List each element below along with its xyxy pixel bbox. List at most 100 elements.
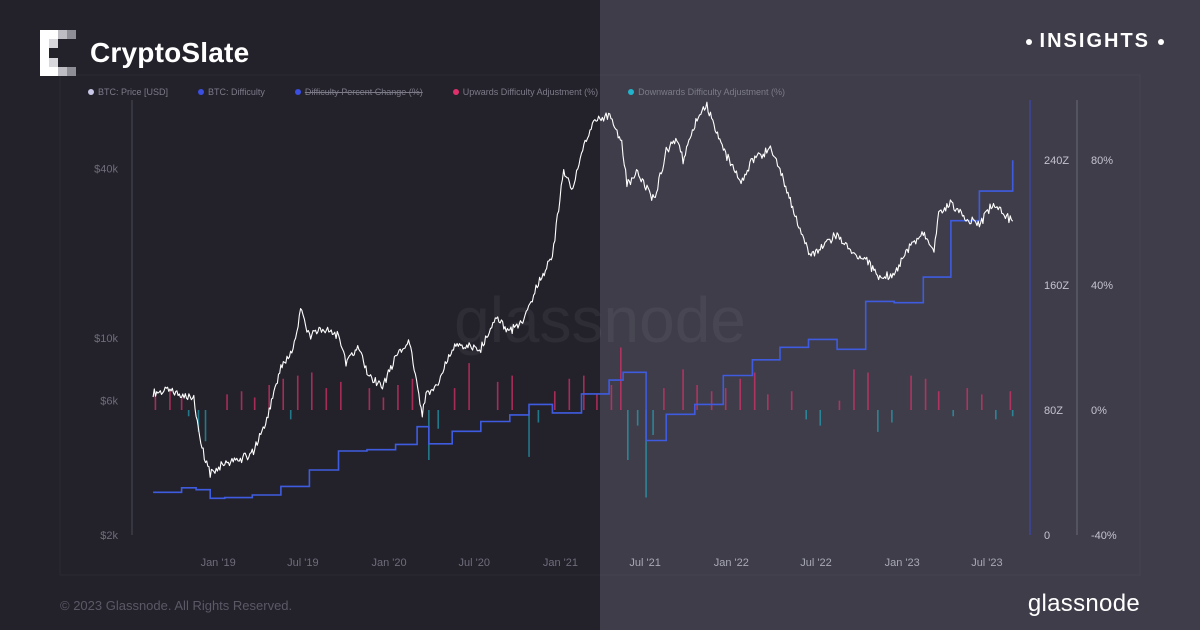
upward-adjustment-bar bbox=[180, 397, 183, 410]
difficulty-axis-tick-label: 160Z bbox=[1044, 280, 1069, 292]
downward-adjustment-bar bbox=[805, 410, 808, 420]
downward-adjustment-bar bbox=[952, 410, 955, 417]
upward-adjustment-bar bbox=[1009, 391, 1012, 410]
upward-adjustment-bar bbox=[340, 381, 342, 410]
upward-adjustment-bar bbox=[853, 369, 855, 410]
upward-adjustment-bar bbox=[910, 375, 912, 410]
x-axis-tick-label: Jan '23 bbox=[885, 557, 920, 569]
price-axis-tick-label: $10k bbox=[94, 333, 118, 345]
price-axis-tick-label: $40k bbox=[94, 163, 118, 175]
downward-adjustment-bar bbox=[627, 410, 629, 460]
upward-adjustment-bar bbox=[596, 394, 598, 410]
downward-adjustment-bar bbox=[528, 410, 530, 457]
upward-adjustment-bar bbox=[619, 347, 622, 410]
insights-badge: INSIGHTS bbox=[1018, 30, 1172, 53]
x-axis-tick-label: Jul '19 bbox=[287, 557, 318, 569]
legend-dot-icon bbox=[452, 89, 459, 95]
legend-item[interactable]: Upwards Difficulty Adjustment (%) bbox=[452, 87, 599, 97]
background-left-panel bbox=[0, 0, 600, 630]
upward-adjustment-bar bbox=[496, 381, 499, 410]
difficulty-axis-tick-label: 0 bbox=[1044, 530, 1050, 542]
legend-label: BTC: Difficulty bbox=[208, 87, 265, 97]
downward-adjustment-bar bbox=[204, 410, 207, 442]
difficulty-axis-tick-label: 240Z bbox=[1044, 155, 1069, 167]
upward-adjustment-bar bbox=[924, 378, 927, 410]
downward-adjustment-bar bbox=[437, 410, 440, 429]
upward-adjustment-bar bbox=[610, 385, 613, 410]
downward-adjustment-bar bbox=[289, 410, 292, 420]
chart-legend: BTC: Price [USD] BTC: Difficulty Difficult… bbox=[88, 87, 815, 97]
legend-label: Difficulty Percent Change (%) bbox=[304, 87, 423, 97]
difficulty-line bbox=[153, 160, 1014, 500]
downward-adjustment-bar bbox=[636, 410, 639, 426]
downward-adjustment-bar bbox=[995, 410, 997, 420]
x-axis-tick-label: Jan '19 bbox=[201, 557, 236, 569]
upward-adjustment-bar bbox=[710, 391, 713, 410]
legend-item[interactable]: BTC: Difficulty bbox=[198, 87, 265, 97]
upward-adjustment-bar bbox=[453, 388, 456, 410]
upward-adjustment-bar bbox=[411, 378, 414, 410]
x-axis-tick-label: Jul '20 bbox=[459, 557, 490, 569]
price-axis-tick-label: $2k bbox=[100, 530, 118, 542]
downward-adjustment-bar bbox=[197, 410, 200, 432]
x-axis-tick-label: Jan '20 bbox=[371, 557, 406, 569]
upward-adjustment-bar bbox=[382, 397, 385, 410]
upward-adjustment-bar bbox=[966, 388, 969, 410]
upward-adjustment-bar bbox=[397, 385, 399, 410]
legend-dot-icon bbox=[88, 89, 94, 95]
upward-adjustment-bar bbox=[583, 375, 585, 410]
legend-dot-icon bbox=[628, 89, 635, 95]
percent-axis-tick-label: 80% bbox=[1091, 155, 1113, 167]
upward-adjustment-bar bbox=[724, 388, 727, 410]
upward-adjustment-bar bbox=[568, 378, 571, 410]
legend-item[interactable]: Downwards Difficulty Adjustment (%) bbox=[628, 87, 785, 97]
upward-adjustment-bar bbox=[937, 391, 940, 410]
upward-adjustment-bar bbox=[154, 394, 157, 410]
legend-dot-icon bbox=[198, 89, 205, 95]
background-right-panel bbox=[600, 0, 1200, 630]
upward-adjustment-bar bbox=[980, 394, 983, 410]
price-axis-tick-label: $6k bbox=[100, 396, 118, 408]
legend-item[interactable]: BTC: Price [USD] bbox=[88, 87, 168, 97]
downward-adjustment-bar bbox=[652, 410, 654, 435]
upward-adjustment-bar bbox=[169, 391, 171, 410]
upward-adjustment-bar bbox=[368, 388, 371, 410]
upward-adjustment-bar bbox=[867, 372, 869, 410]
badge-dot-right bbox=[1158, 38, 1164, 45]
difficulty-axis-tick-label: 80Z bbox=[1044, 405, 1063, 417]
upward-adjustment-bar bbox=[226, 394, 228, 410]
legend-label: BTC: Price [USD] bbox=[98, 87, 169, 97]
legend-label: Downwards Difficulty Adjustment (%) bbox=[638, 87, 786, 97]
cryptoslate-logo-icon bbox=[40, 30, 76, 76]
x-axis-tick-label: Jan '21 bbox=[543, 557, 578, 569]
upward-adjustment-bar bbox=[253, 397, 256, 410]
x-axis-tick-label: Jul '22 bbox=[800, 557, 831, 569]
downward-adjustment-bar bbox=[645, 410, 647, 498]
price-line bbox=[152, 101, 1014, 478]
downward-adjustment-bar bbox=[891, 410, 893, 423]
upward-adjustment-bar bbox=[553, 391, 556, 410]
upward-adjustment-bar bbox=[240, 391, 243, 410]
upward-adjustment-bar bbox=[310, 372, 313, 410]
upward-adjustment-bar bbox=[511, 375, 513, 410]
x-axis-tick-label: Jul '23 bbox=[971, 557, 1002, 569]
glassnode-logo: glassnode bbox=[1027, 590, 1140, 617]
downward-adjustment-bar bbox=[819, 410, 822, 426]
upward-adjustment-bar bbox=[767, 394, 769, 410]
downward-adjustment-bar bbox=[877, 410, 879, 432]
badge-dot-left bbox=[1025, 38, 1032, 45]
insights-label: INSIGHTS bbox=[1039, 30, 1150, 52]
downward-adjustment-bar bbox=[537, 410, 540, 423]
upward-adjustment-bar bbox=[696, 385, 698, 410]
legend-item[interactable]: Difficulty Percent Change (%) bbox=[294, 87, 423, 97]
legend-dot-icon bbox=[294, 89, 301, 95]
upward-adjustment-bar bbox=[468, 363, 470, 410]
x-axis-tick-label: Jul '21 bbox=[629, 557, 660, 569]
upward-adjustment-bar bbox=[753, 372, 756, 410]
legend-label: Upwards Difficulty Adjustment (%) bbox=[462, 87, 599, 97]
upward-adjustment-bar bbox=[790, 391, 793, 410]
percent-axis-tick-label: 40% bbox=[1091, 280, 1113, 292]
x-axis-tick-label: Jan '22 bbox=[714, 557, 749, 569]
glassnode-watermark: glassnode bbox=[454, 284, 746, 356]
